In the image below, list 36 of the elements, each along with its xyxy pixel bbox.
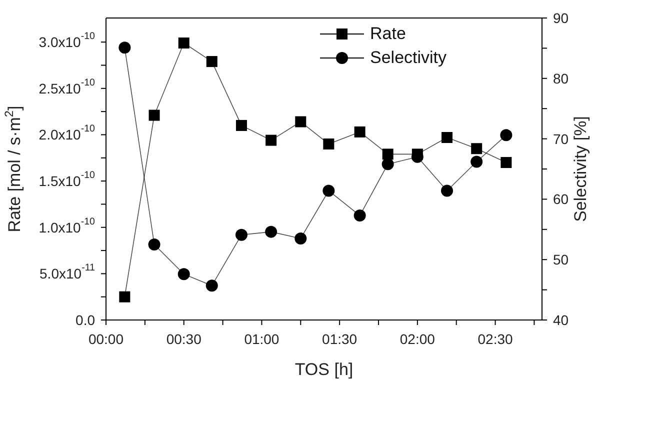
point xyxy=(382,158,394,170)
x-tick-label: 00:30 xyxy=(166,331,202,347)
y2-tick-label: 70 xyxy=(553,130,569,147)
point xyxy=(441,184,454,197)
y2-tick-label: 60 xyxy=(553,191,569,208)
x-tick-label: 00:00 xyxy=(88,331,124,347)
y2-axis-title: Selectivity [%] xyxy=(571,116,590,222)
point xyxy=(294,232,307,244)
point xyxy=(470,156,483,168)
point xyxy=(265,226,278,238)
x-tick-label: 02:00 xyxy=(400,331,436,347)
y2-tick-label: 40 xyxy=(553,312,569,328)
point xyxy=(178,268,190,280)
y2-tick-label: 80 xyxy=(553,70,569,86)
y-tick-label: 1.5x10$^{-10}$ xyxy=(38,170,96,190)
x-tick-label: 01:00 xyxy=(244,331,280,347)
y-tick-label: 1.0x10$^{-10}$ xyxy=(38,216,96,236)
point xyxy=(500,129,512,142)
x-tick-label: 02:30 xyxy=(478,331,514,347)
point xyxy=(118,42,131,54)
y-tick-label: 2.0x10$^{-10}$ xyxy=(38,124,96,143)
y2-tick-label: 90 xyxy=(553,10,569,26)
y2-tick-label: 50 xyxy=(553,252,569,268)
point xyxy=(235,228,248,241)
x-tick-label: 01:30 xyxy=(322,331,358,347)
point xyxy=(354,210,366,222)
legend-label: Selectivity xyxy=(370,48,447,68)
point xyxy=(148,238,160,250)
y-tick-label: 5.0x10$^{-11}$ xyxy=(40,262,95,282)
point xyxy=(206,280,218,292)
x-axis-title: TOS [h] xyxy=(294,360,354,379)
point xyxy=(322,184,335,197)
y-tick-label: 3.0x10$^{-10}$ xyxy=(38,31,96,50)
y-tick-label: 2.5x10$^{-10}$ xyxy=(38,77,96,96)
y-tick-label: 0.0 xyxy=(76,312,96,328)
legend-label: Rate xyxy=(370,24,406,44)
